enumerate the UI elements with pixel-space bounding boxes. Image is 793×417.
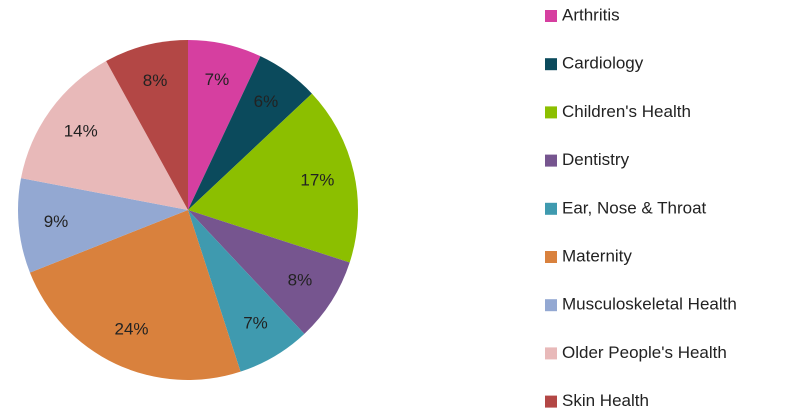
legend-swatch <box>545 251 557 263</box>
legend-swatch <box>545 299 557 312</box>
legend-label: Maternity <box>562 246 632 265</box>
legend-label: Ear, Nose & Throat <box>562 198 707 217</box>
legend-swatch <box>545 10 557 22</box>
data-label: 7% <box>205 70 230 89</box>
pie-slice <box>29 210 241 380</box>
legend-swatch <box>545 202 557 215</box>
data-label: 24% <box>115 319 149 338</box>
legend-label: Arthritis <box>562 5 620 24</box>
legend-swatch <box>545 58 557 71</box>
legend-label: Musculoskeletal Health <box>562 295 737 314</box>
legend-label: Skin Health <box>562 391 649 410</box>
pie-slice <box>188 56 312 211</box>
legend-swatch <box>545 106 557 119</box>
data-label: 17% <box>300 171 334 190</box>
legend-label: Older People's Health <box>562 343 727 362</box>
legend-label: Cardiology <box>562 54 644 73</box>
data-label: 9% <box>44 212 69 231</box>
pie-slice <box>188 40 261 210</box>
data-label: 8% <box>143 71 168 90</box>
pie-slice <box>106 40 188 210</box>
data-label: 14% <box>64 122 98 141</box>
legend-swatch <box>545 395 557 408</box>
legend-label: Children's Health <box>562 102 691 121</box>
legend-swatch <box>545 154 557 167</box>
pie-slice <box>188 93 358 263</box>
legend-swatch <box>545 347 557 360</box>
data-label: 7% <box>243 314 268 333</box>
pie-slice <box>188 210 305 372</box>
pie-slice <box>21 61 188 210</box>
data-label: 6% <box>254 92 279 111</box>
pie-slice <box>188 210 350 334</box>
data-label: 8% <box>288 271 313 290</box>
legend-label: Dentistry <box>562 150 630 169</box>
pie-slice <box>18 178 189 273</box>
